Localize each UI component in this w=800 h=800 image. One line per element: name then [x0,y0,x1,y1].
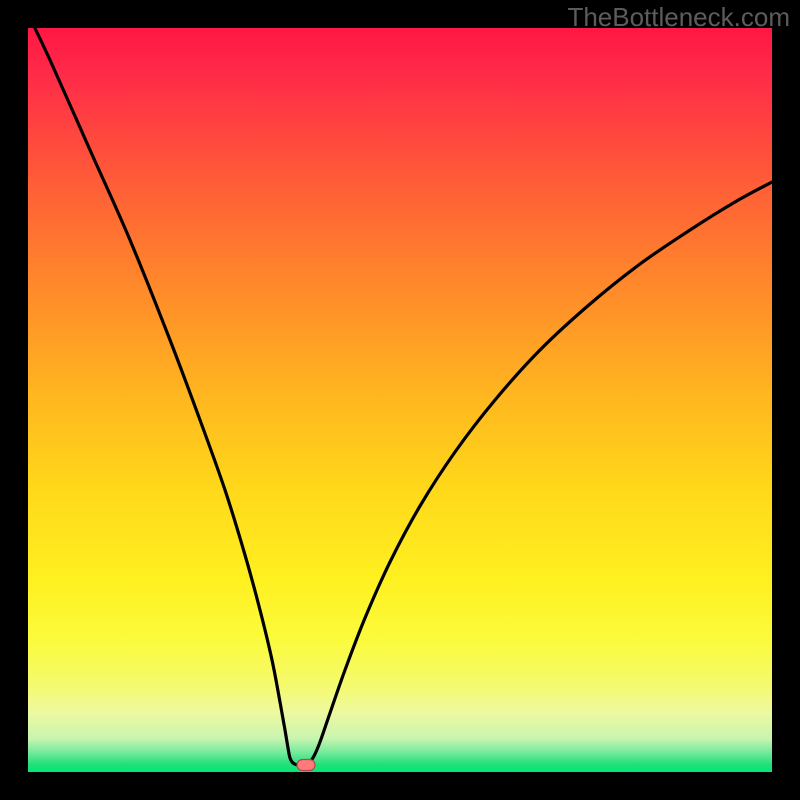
chart-frame: TheBottleneck.com [0,0,800,800]
optimal-marker [297,760,315,771]
chart-svg [0,0,800,800]
plot-background [28,28,772,772]
watermark-text: TheBottleneck.com [567,2,790,33]
